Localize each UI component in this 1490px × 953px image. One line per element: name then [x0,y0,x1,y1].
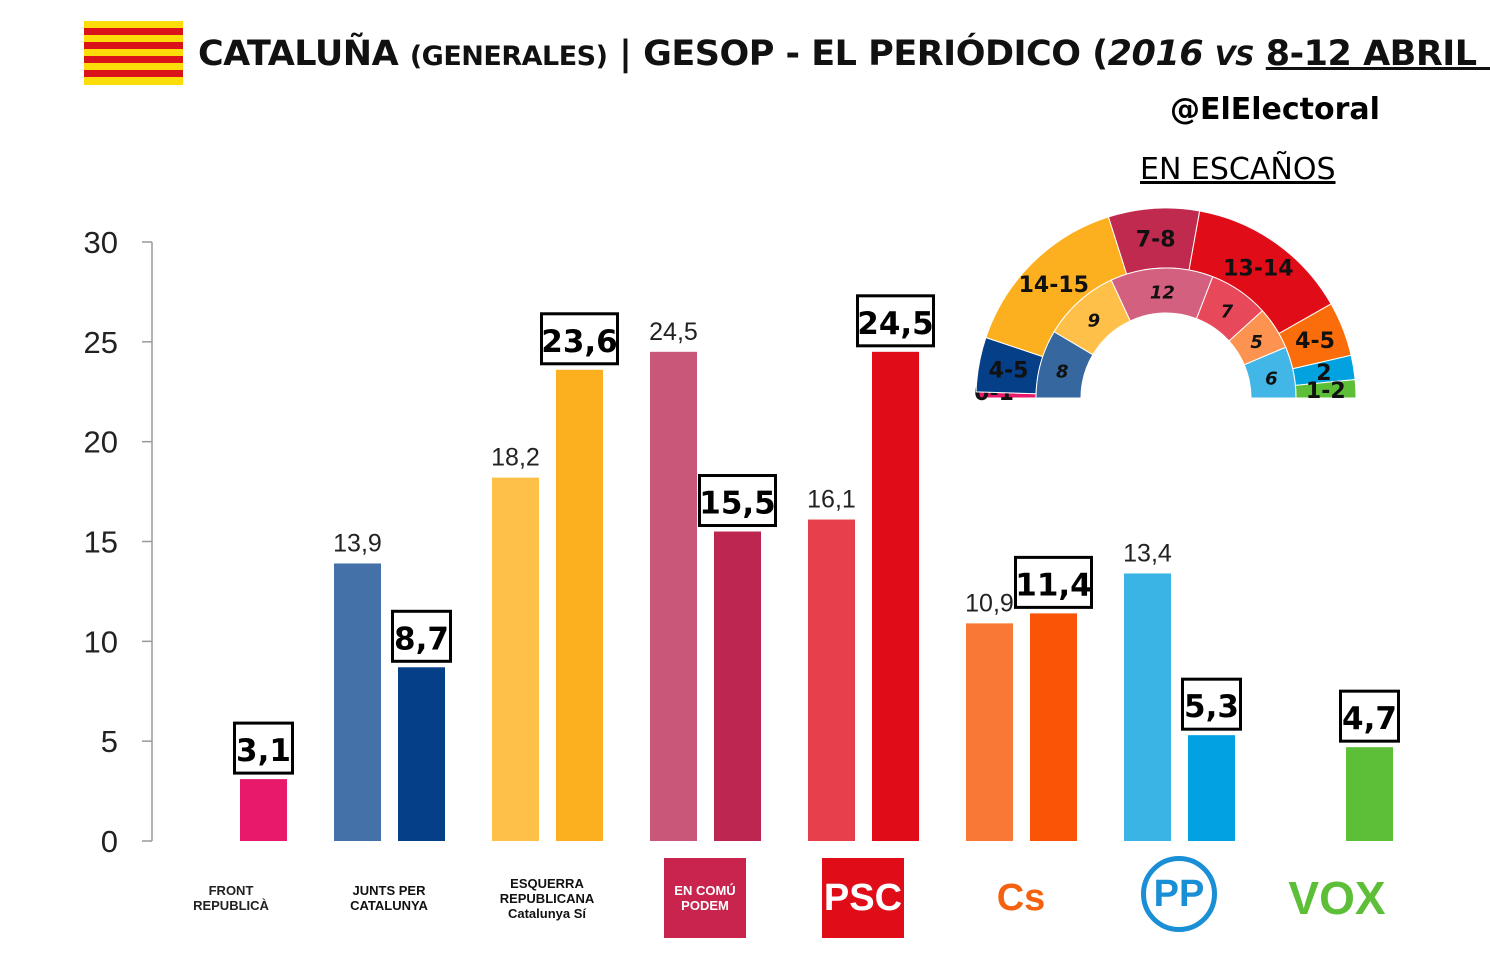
data-label-box [856,294,935,348]
seat-segment-2016-label: 8 [1056,362,1069,383]
seat-segment-2016-label: 12 [1150,283,1175,304]
data-label: 24,5 [649,318,698,346]
party-logo: ESQUERRA REPUBLICANA Catalunya Sí [499,875,595,921]
data-label: 8,7 [394,621,449,657]
seat-segment-2019-label: 1-2 [1306,379,1346,404]
bar [1124,573,1171,841]
bar [966,623,1013,841]
data-label: 24,5 [857,306,934,342]
seat-segment-2019-label: 13-14 [1223,256,1293,281]
party-logo: EN COMÚ PODEM [664,858,746,938]
data-label-box [1014,555,1093,609]
data-label: 18,2 [491,444,540,472]
seats-title: EN ESCAÑOS [1140,152,1336,187]
seat-segment-2016-label: 9 [1088,310,1101,331]
seat-segment-2019-label: 4-5 [1295,329,1335,354]
seat-segment-2019-label: 7-8 [1136,227,1176,252]
bar [650,351,697,841]
party-logo: Cs [996,876,1046,919]
party-logo: VOX [1288,872,1386,924]
party-logo: FRONT REPUBLICÀ [193,883,269,913]
party-logo: PP [1141,856,1217,932]
bar [492,477,539,841]
data-label-box [391,609,452,663]
data-label-box [1339,689,1400,743]
seat-segment-2016 [1243,346,1297,399]
seat-segment-2016-label: 7 [1221,301,1234,322]
data-label: 23,6 [541,324,618,360]
y-tick-label: 5 [101,724,118,759]
bar [1346,747,1393,841]
seat-segment-2016-label: 6 [1265,369,1278,390]
data-label: 3,1 [236,733,291,769]
bar [808,519,855,841]
bar [1030,613,1077,841]
bar [1188,735,1235,841]
data-label: 13,4 [1123,539,1172,567]
seat-segment-2019-label: 2 [1316,361,1331,386]
y-tick-label: 10 [84,624,118,659]
chart-title: CATALUÑA (GENERALES) | GESOP - EL PERIÓD… [198,34,1490,74]
bar [398,667,445,841]
data-label: 10,9 [965,589,1014,617]
bar [556,369,603,841]
bar [240,779,287,841]
y-tick-label: 30 [84,225,118,260]
data-label: 4,7 [1342,701,1397,737]
seat-segment-2019-label: 14-15 [1019,273,1089,298]
data-label-box [1181,677,1242,731]
data-label-box [698,474,777,528]
party-logo: PSC [822,858,904,938]
data-label: 15,5 [699,486,776,522]
data-label-box [233,721,294,775]
data-label: 11,4 [1015,567,1092,603]
y-tick-label: 15 [84,525,118,560]
seat-segment-2016-label: 5 [1250,332,1263,353]
bar [714,531,761,841]
data-label-box [540,312,619,366]
bar [334,563,381,841]
data-label: 13,9 [333,529,382,557]
y-tick-label: 20 [84,425,118,460]
author-handle: @ElElectoral [1170,92,1380,127]
y-tick-label: 25 [84,325,118,360]
y-tick-label: 0 [101,824,118,859]
data-label: 16,1 [807,486,856,514]
data-label: 5,3 [1184,689,1239,725]
party-logo: JUNTS PER CATALUNYA [350,883,428,913]
bar [872,351,919,841]
seat-segment-2019-label: 4-5 [989,359,1029,384]
